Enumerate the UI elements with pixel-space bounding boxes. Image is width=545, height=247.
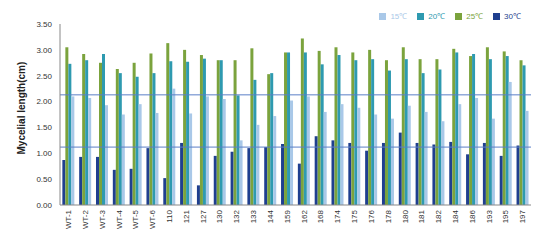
svg-text:195: 195	[501, 209, 510, 223]
svg-text:175: 175	[350, 209, 359, 223]
svg-text:2.00: 2.00	[36, 97, 52, 106]
svg-text:184: 184	[451, 209, 460, 223]
svg-text:1.50: 1.50	[36, 123, 52, 132]
svg-text:3.00: 3.00	[36, 46, 52, 55]
svg-text:WT-5: WT-5	[131, 209, 140, 229]
svg-text:132: 132	[232, 209, 241, 223]
svg-text:181: 181	[417, 209, 426, 223]
svg-text:197: 197	[518, 209, 527, 223]
svg-text:178: 178	[384, 209, 393, 223]
svg-text:186: 186	[468, 209, 477, 223]
html-text:20℃: 20℃	[428, 12, 446, 21]
svg-text:127: 127	[199, 209, 208, 223]
svg-text:159: 159	[283, 209, 292, 223]
svg-text:180: 180	[401, 209, 410, 223]
svg-text:121: 121	[182, 209, 191, 223]
svg-text:130: 130	[215, 209, 224, 223]
svg-text:193: 193	[485, 209, 494, 223]
svg-text:168: 168	[316, 209, 325, 223]
svg-text:0.50: 0.50	[36, 175, 52, 184]
svg-text:133: 133	[249, 209, 258, 223]
svg-text:Mycelial length(cm): Mycelial length(cm)	[16, 62, 27, 155]
html-text:15℃: 15℃	[390, 12, 408, 21]
svg-text:176: 176	[367, 209, 376, 223]
svg-text:WT-6: WT-6	[148, 209, 157, 229]
svg-text:110: 110	[165, 209, 174, 222]
html-text:30℃: 30℃	[504, 12, 521, 21]
svg-text:2.50: 2.50	[36, 72, 52, 81]
svg-text:3.50: 3.50	[36, 20, 52, 29]
svg-text:WT-2: WT-2	[81, 209, 90, 229]
svg-text:WT-1: WT-1	[64, 209, 73, 229]
svg-text:162: 162	[300, 209, 309, 223]
svg-text:1.00: 1.00	[36, 149, 52, 158]
svg-text:0.00: 0.00	[36, 201, 52, 210]
svg-text:WT-3: WT-3	[98, 209, 107, 229]
svg-text:WT-4: WT-4	[115, 209, 124, 229]
svg-text:174: 174	[333, 209, 342, 223]
svg-text:144: 144	[266, 209, 275, 223]
svg-text:182: 182	[434, 209, 443, 223]
html-text:25℃: 25℃	[466, 12, 484, 21]
